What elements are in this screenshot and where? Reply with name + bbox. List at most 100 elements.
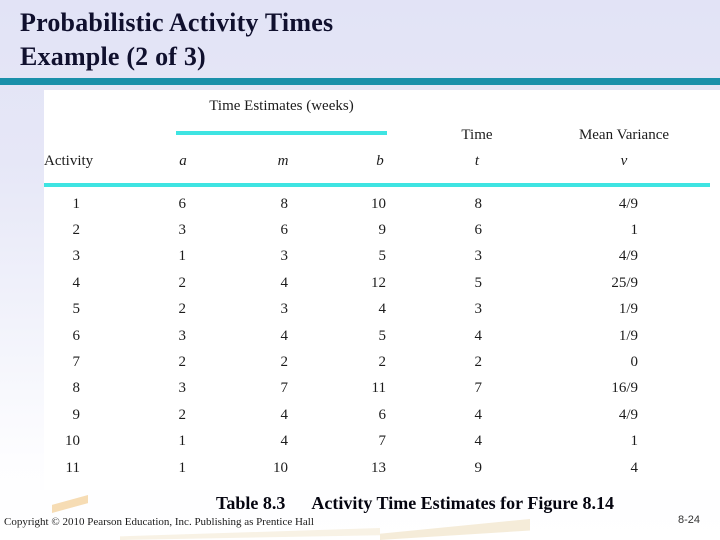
table-cell: 2 (72, 222, 81, 239)
table-cell: 8 (72, 380, 81, 397)
table-caption-text: Activity Time Estimates for Figure 8.14 (311, 493, 614, 513)
table-cell: 1/9 (618, 327, 638, 344)
table-cell: 12 (371, 274, 386, 291)
column-header-t: t (474, 153, 480, 169)
page-number: 8-24 (677, 514, 700, 526)
table-cell: 5 (72, 301, 81, 318)
table-cell: 7 (474, 380, 483, 397)
table-cell: 2 (280, 354, 289, 371)
table-cell: 4 (280, 433, 289, 450)
table-cell: 4 (280, 327, 289, 344)
column-header-activity: Activity (44, 153, 94, 169)
column-header-m: m (277, 153, 289, 169)
table-cell: 25/9 (611, 274, 638, 291)
table-cell: 2 (178, 406, 187, 423)
table-cell: 1 (178, 433, 187, 450)
column-header-time: Time (461, 127, 493, 143)
table-cell: 4 (474, 327, 483, 344)
table-caption-label: Table 8.3 (216, 493, 286, 513)
title-divider-bar (0, 78, 720, 85)
table-body: 1 6 8 10 8 4/9 2 3 6 9 6 1 3 1 3 5 3 4/9 4 2 4 12 5 25/9 5 2 3 4 3 1/… (44, 191, 710, 481)
table-cell: 1 (72, 195, 81, 212)
table-cell: 4 (378, 301, 387, 318)
table-cell: 3 (178, 222, 187, 239)
table-row: 1 6 8 10 8 4/9 (44, 191, 710, 217)
table-cell: 10 (65, 433, 80, 450)
table-cell: 8 (474, 195, 483, 212)
table-cell: 3 (474, 248, 483, 265)
table-cell: 9 (72, 406, 81, 423)
table-cell: 3 (280, 248, 289, 265)
table-cell: 5 (378, 327, 387, 344)
group-header-underline (176, 131, 387, 135)
table-cell: 2 (178, 274, 187, 291)
table-cell: 4 (280, 274, 289, 291)
table-cell: 11 (65, 459, 80, 476)
table-cell: 7 (72, 354, 81, 371)
watermark-swoosh-icon (380, 519, 530, 540)
column-header-b: b (376, 153, 384, 169)
watermark-swoosh-icon (120, 528, 380, 540)
column-header-a: a (179, 153, 187, 169)
table-cell: 6 (378, 406, 387, 423)
table-cell: 6 (178, 195, 187, 212)
table-cell: 4/9 (618, 248, 638, 265)
table-row: 11 1 10 13 9 4 (44, 455, 710, 481)
table-row: 10 1 4 7 4 1 (44, 429, 710, 455)
table-caption: Table 8.3 Activity Time Estimates for Fig… (150, 493, 680, 514)
table-cell: 4/9 (618, 406, 638, 423)
table-cell: 1 (630, 433, 639, 450)
table-cell: 1/9 (618, 301, 638, 318)
table-cell: 11 (371, 380, 386, 397)
table-cell: 4 (72, 274, 81, 291)
table-cell: 6 (280, 222, 289, 239)
table-row: 6 3 4 5 4 1/9 (44, 323, 710, 349)
table-row: 3 1 3 5 3 4/9 (44, 244, 710, 270)
table-cell: 9 (378, 222, 387, 239)
table-group-header: Time Estimates (weeks) (209, 98, 354, 114)
table-cell: 4/9 (618, 195, 638, 212)
table-cell: 10 (273, 459, 288, 476)
table-cell: 10 (371, 195, 386, 212)
table-cell: 0 (630, 354, 639, 371)
table-cell: 5 (474, 274, 483, 291)
table-cell: 7 (378, 433, 387, 450)
slide-title-line2: Example (2 of 3) (20, 42, 206, 71)
table-cell: 3 (178, 327, 187, 344)
table-cell: 3 (178, 380, 187, 397)
table-cell: 2 (178, 301, 187, 318)
table-row: 5 2 3 4 3 1/9 (44, 297, 710, 323)
table-cell: 2 (178, 354, 187, 371)
slide-title-line1: Probabilistic Activity Times (20, 8, 334, 37)
copyright-text: Copyright © 2010 Pearson Education, Inc.… (4, 516, 314, 528)
table-cell: 8 (280, 195, 289, 212)
table-cell: 1 (178, 459, 187, 476)
table-cell: 1 (630, 222, 639, 239)
slide-title: Probabilistic Activity Times Example (2 … (20, 6, 620, 74)
table-cell: 4 (474, 406, 483, 423)
table-cell: 2 (474, 354, 483, 371)
table-cell: 3 (474, 301, 483, 318)
column-header-mean-variance: Mean Variance (578, 127, 670, 143)
table-cell: 7 (280, 380, 289, 397)
table-cell: 4 (474, 433, 483, 450)
watermark-swoosh-icon (52, 495, 88, 513)
table-cell: 5 (378, 248, 387, 265)
table-row: 9 2 4 6 4 4/9 (44, 402, 710, 428)
table-cell: 3 (72, 248, 81, 265)
table-cell: 13 (371, 459, 386, 476)
column-header-v: v (620, 153, 628, 169)
table-cell: 3 (280, 301, 289, 318)
table-cell: 4 (280, 406, 289, 423)
table-row: 7 2 2 2 2 0 (44, 349, 710, 375)
table-cell: 6 (474, 222, 483, 239)
table-cell: 4 (630, 459, 639, 476)
table-row: 4 2 4 12 5 25/9 (44, 270, 710, 296)
table-header-rule (44, 183, 710, 187)
table-cell: 1 (178, 248, 187, 265)
table-row: 8 3 7 11 7 16/9 (44, 376, 710, 402)
table-cell: 16/9 (611, 380, 638, 397)
activity-table-panel: Time Estimates (weeks) Time Mean Varianc… (44, 90, 720, 490)
table-cell: 2 (378, 354, 387, 371)
